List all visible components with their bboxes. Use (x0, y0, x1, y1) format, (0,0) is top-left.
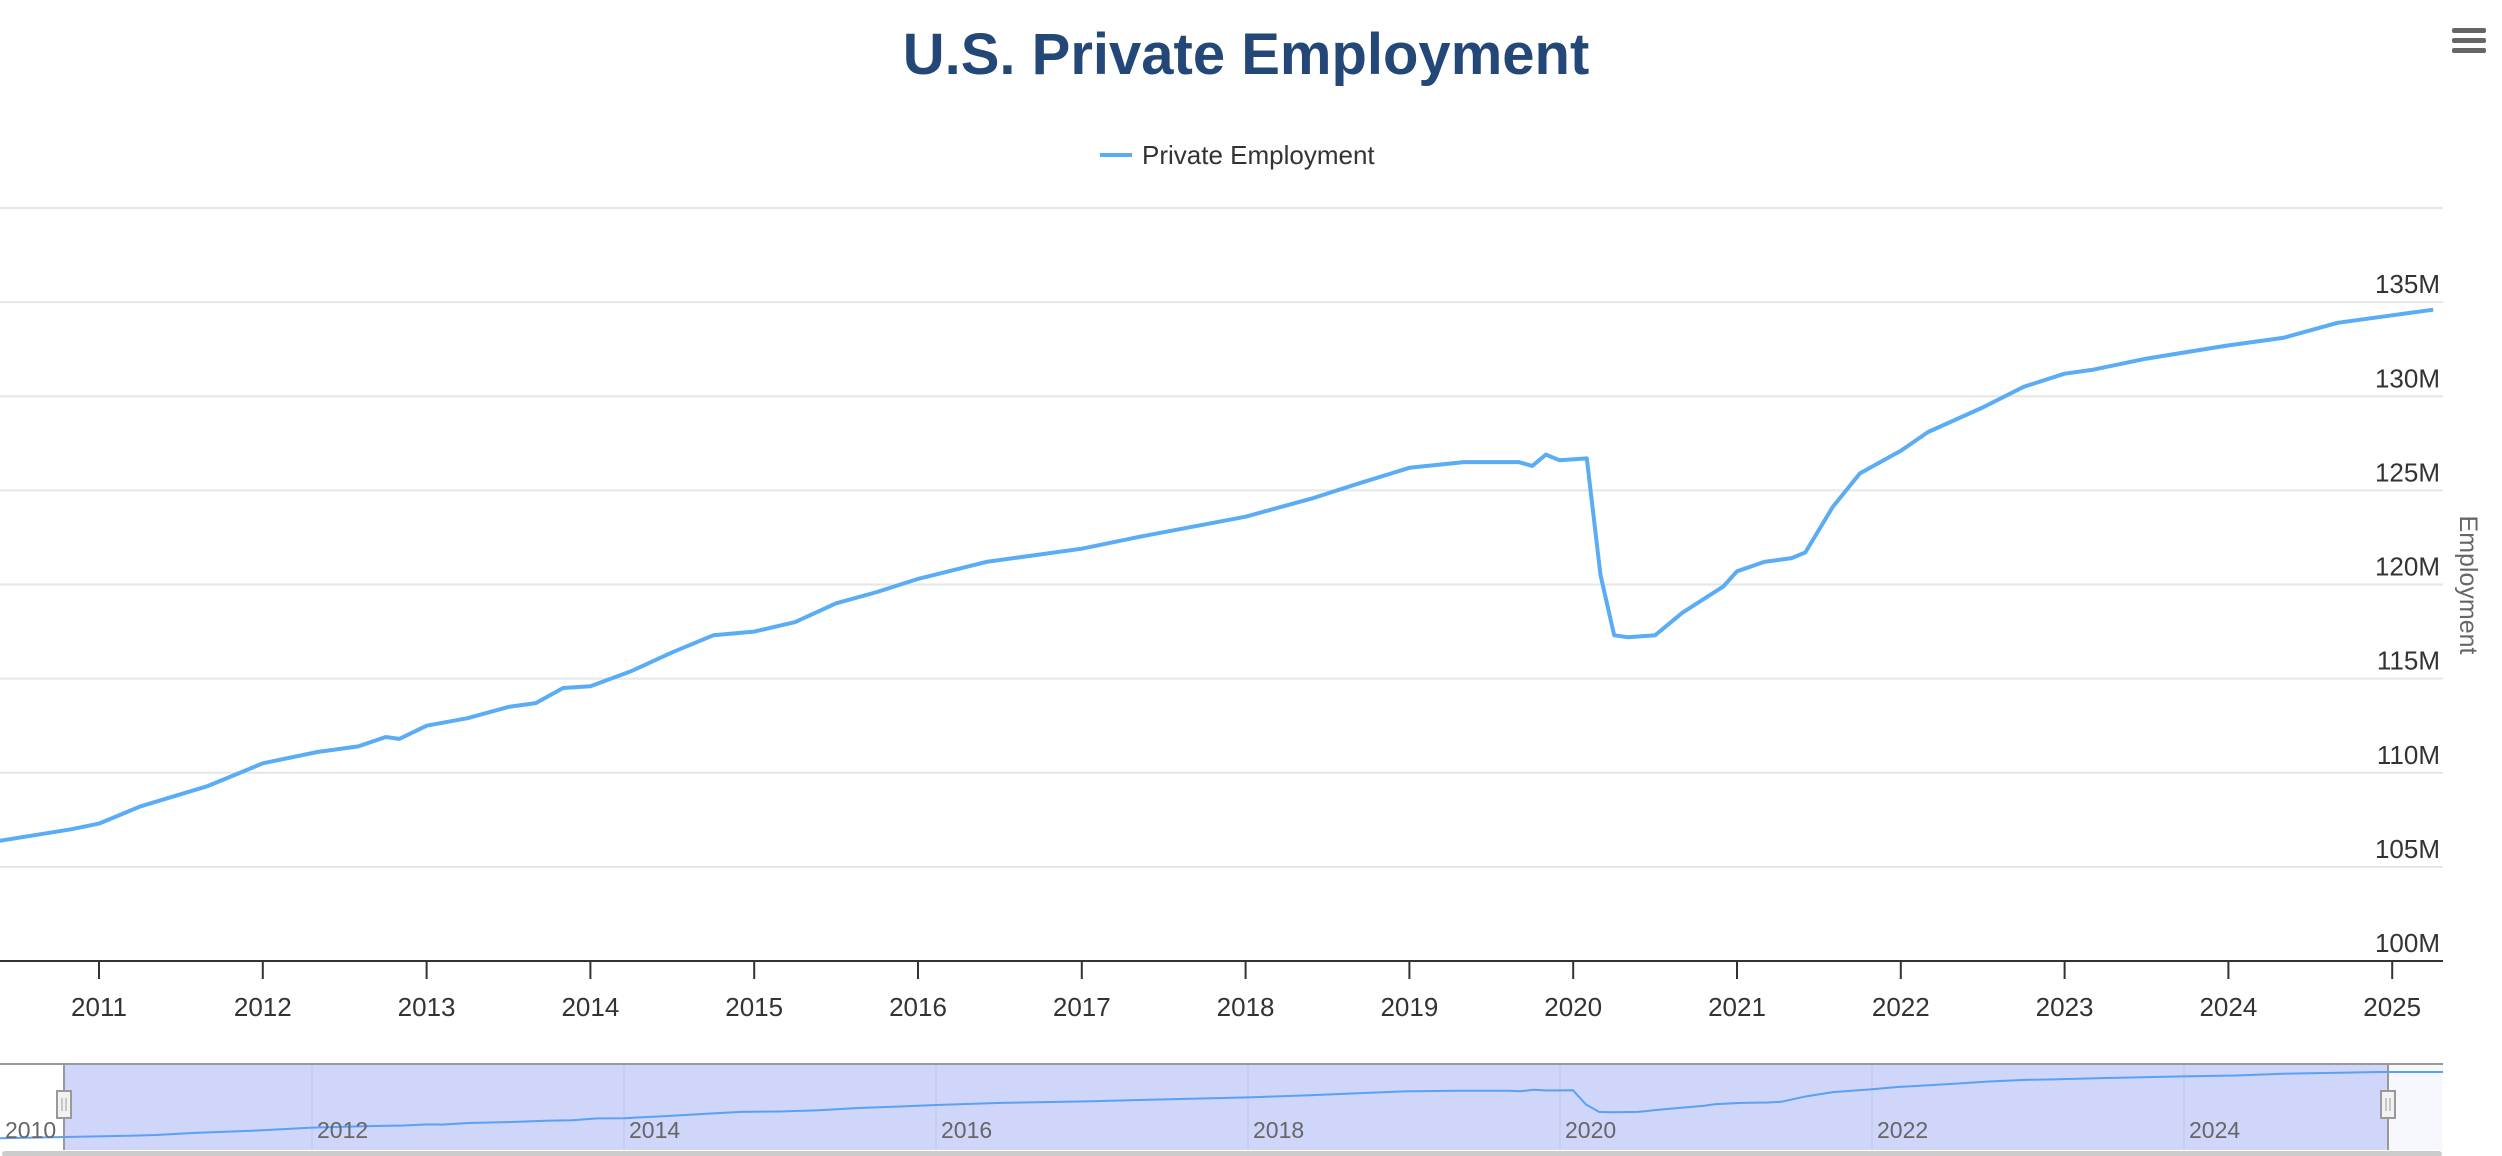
navigator[interactable]: 2010 2012 2014 2016 2018 2020 2022 2024 (0, 1063, 2443, 1156)
x-tick-label: 2020 (1544, 992, 1602, 1022)
y-axis-title: Employment (2454, 516, 2482, 655)
y-tick-label: 130M (2375, 363, 2440, 393)
x-tick-label: 2016 (889, 992, 947, 1022)
navigator-tick-label: 2024 (2189, 1117, 2240, 1143)
legend-item[interactable]: Private Employment (1100, 140, 1375, 170)
series-line-private-employment[interactable] (0, 307, 2434, 850)
navigator-tick-label: 2010 (5, 1117, 56, 1143)
x-tick-label: 2015 (725, 992, 783, 1022)
y-tick-label: 110M (2377, 740, 2440, 770)
x-tick-label: 2023 (2036, 992, 2094, 1022)
y-tick-label: 100M (2375, 928, 2440, 958)
x-tick-label: 2012 (234, 992, 292, 1022)
x-tick-label: 2013 (398, 992, 456, 1022)
x-tick-label: 2025 (2363, 992, 2421, 1022)
navigator-axis-labels: 2010 2012 2014 2016 2018 2020 2022 2024 (5, 1117, 2240, 1143)
legend-label: Private Employment (1142, 140, 1375, 170)
x-tick-label: 2018 (1217, 992, 1275, 1022)
navigator-tick-label: 2016 (941, 1117, 992, 1143)
navigator-handle-left[interactable] (56, 1090, 72, 1119)
grid-lines (0, 207, 2443, 868)
y-tick-label: 105M (2375, 834, 2440, 864)
navigator-tick-label: 2022 (1877, 1117, 1928, 1143)
navigator-tick-label: 2014 (629, 1117, 680, 1143)
x-tick-label: 2022 (1872, 992, 1930, 1022)
x-axis-labels: 2011 2012 2013 2014 2015 2016 2017 2018 2019 2020… (71, 961, 2421, 1022)
navigator-tick-label: 2020 (1565, 1117, 1616, 1143)
hamburger-menu-icon (2452, 28, 2486, 33)
navigator-selection[interactable] (64, 1063, 2388, 1150)
y-tick-label: 125M (2375, 457, 2440, 487)
y-tick-label: 135M (2375, 269, 2440, 299)
x-tick-label: 2024 (2199, 992, 2257, 1022)
navigator-handle-right[interactable] (2380, 1090, 2396, 1119)
chart-title: U.S. Private Employment (903, 22, 1590, 87)
context-menu-button[interactable] (2448, 22, 2490, 58)
x-tick-label: 2019 (1380, 992, 1438, 1022)
navigator-series-line (0, 1071, 2443, 1140)
x-tick-label: 2021 (1708, 992, 1766, 1022)
x-tick-label: 2011 (71, 992, 127, 1022)
x-tick-label: 2014 (561, 992, 619, 1022)
x-tick-label: 2017 (1053, 992, 1111, 1022)
y-axis-labels: 100M 105M 110M 115M 120M 125M 130M 135M (2375, 269, 2440, 958)
navigator-tick-label: 2012 (317, 1117, 368, 1143)
navigator-scrollbar[interactable] (2, 1151, 2442, 1156)
y-tick-label: 115M (2377, 646, 2440, 676)
navigator-grid (311, 1064, 2185, 1150)
navigator-tick-label: 2018 (1253, 1117, 1304, 1143)
y-tick-label: 120M (2375, 552, 2440, 582)
